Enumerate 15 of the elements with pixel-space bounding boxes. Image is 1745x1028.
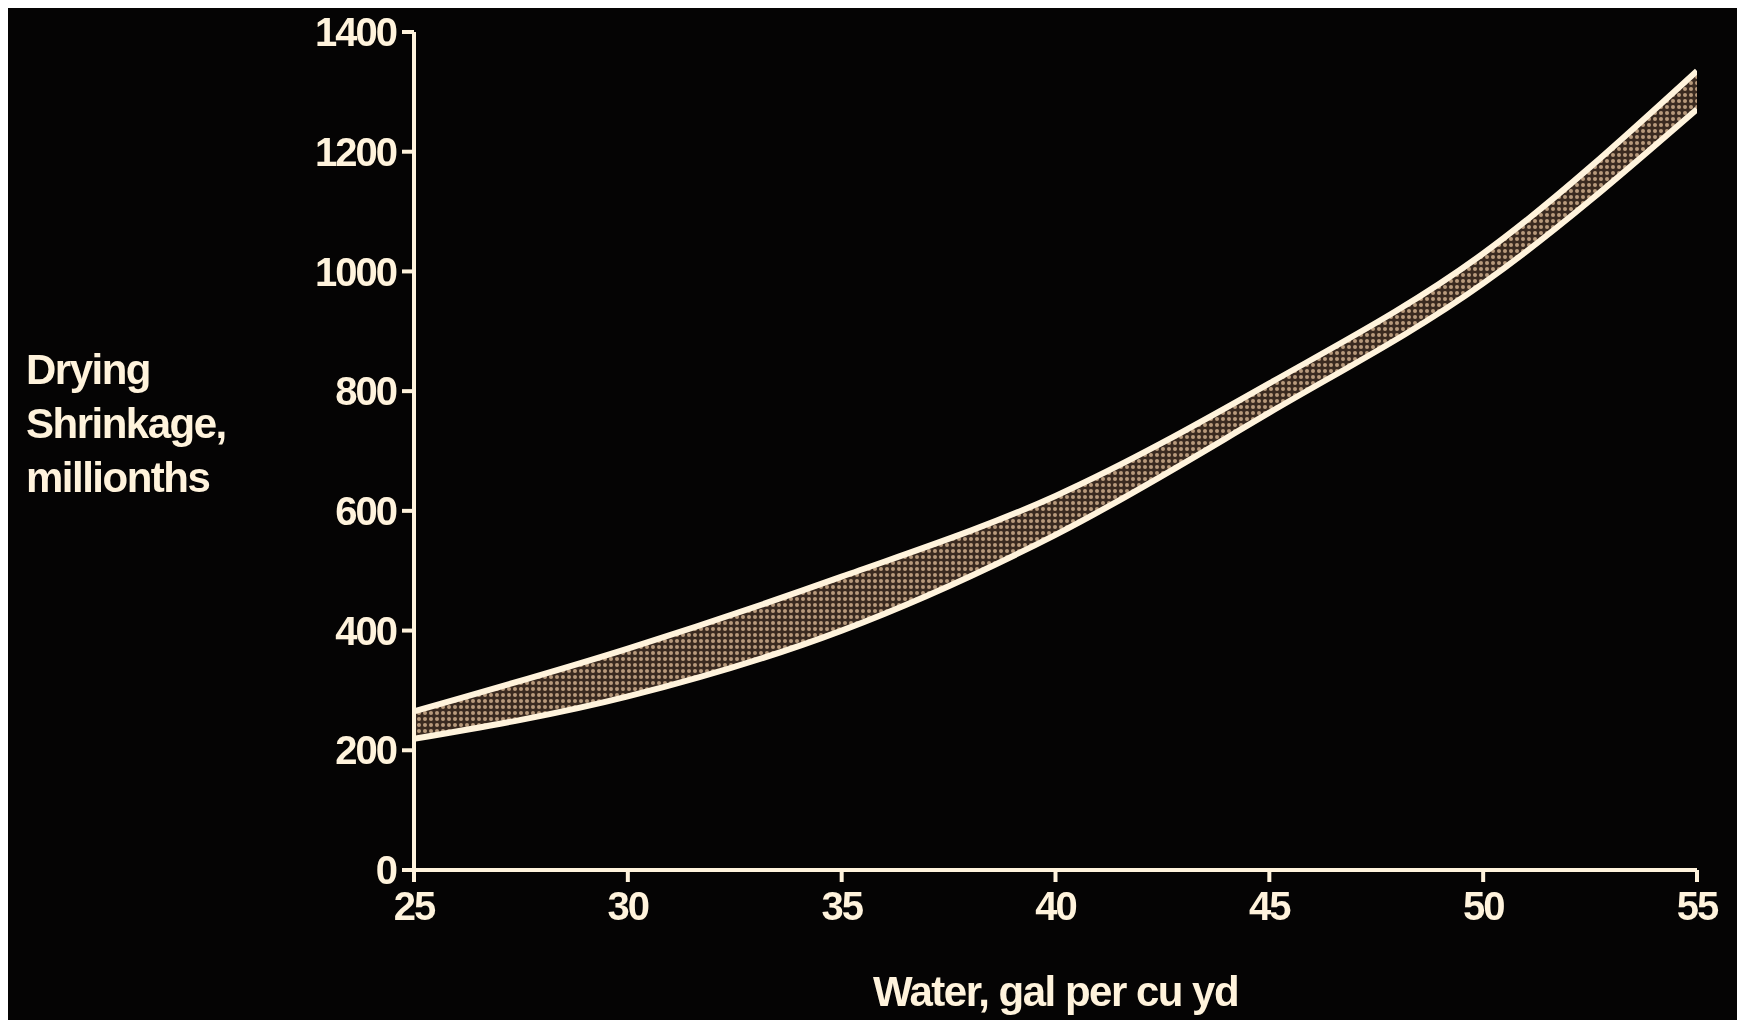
x-tick-label: 55 xyxy=(1676,884,1719,929)
x-tick-label: 50 xyxy=(1462,884,1505,929)
y-tick-label: 200 xyxy=(335,728,397,773)
y-tick-label: 1200 xyxy=(315,129,397,174)
x-tick-label: 40 xyxy=(1035,884,1077,929)
x-tick-label: 30 xyxy=(607,884,649,929)
x-tick-label: 45 xyxy=(1249,884,1292,929)
y-tick-label: 400 xyxy=(335,608,397,653)
y-axis-title: Drying Shrinkage, millionths xyxy=(26,345,226,501)
x-tick-label: 35 xyxy=(821,884,864,929)
y-tick-label: 800 xyxy=(335,369,397,414)
x-axis-title: Water, gal per cu yd xyxy=(872,968,1239,1015)
y-tick-label: 600 xyxy=(335,489,397,534)
y-tick-label: 1400 xyxy=(315,10,397,55)
y-tick-label: 1000 xyxy=(315,249,397,294)
